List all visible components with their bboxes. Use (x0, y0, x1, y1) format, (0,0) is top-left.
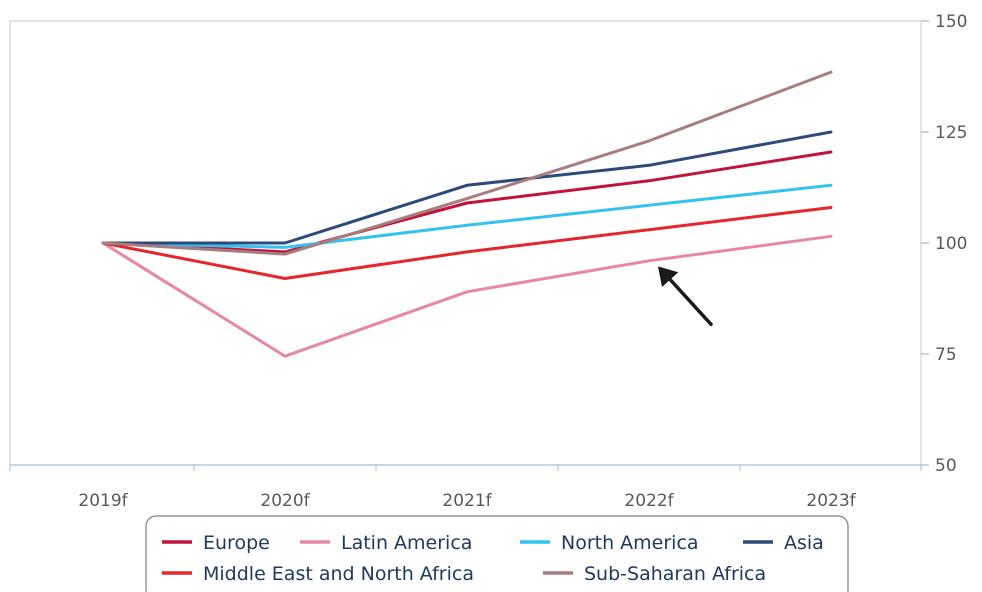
annotation-layer (658, 266, 713, 327)
series-line-north-america (101, 183, 833, 249)
x-tick-label: 2019f (78, 491, 128, 511)
y-tick-label: 125 (935, 123, 967, 143)
y-tick-label: 50 (935, 456, 957, 476)
x-tick-label: 2023f (806, 491, 856, 511)
legend-label: Asia (784, 532, 824, 554)
x-tick-label: 2022f (624, 491, 674, 511)
y-tick-label: 75 (935, 345, 957, 365)
y-tick-label: 150 (935, 12, 967, 32)
y-axis: 50 75 100 125 150 (921, 12, 967, 476)
y-tick-label: 100 (935, 234, 967, 254)
legend-label: North America (561, 532, 699, 554)
legend-label: Europe (203, 532, 270, 554)
annotation-arrow-head (658, 266, 679, 288)
legend-box (145, 515, 849, 592)
annotation-arrow-shaft (668, 277, 713, 327)
x-axis: 2019f 2020f 2021f 2022f 2023f (9, 464, 922, 511)
x-tick-label: 2020f (260, 491, 310, 511)
series-line-asia (101, 130, 833, 245)
legend-label: Middle East and North Africa (203, 563, 474, 585)
x-tick-label: 2021f (442, 491, 492, 511)
legend-label: Latin America (341, 532, 472, 554)
series-layer (101, 70, 833, 358)
series-line-middle-east-and-north-africa (101, 206, 833, 280)
series-line-sub-saharan-africa (101, 70, 833, 256)
legend: Europe Latin America North America Asia Midd… (145, 515, 849, 592)
legend-label: Sub-Saharan Africa (584, 563, 766, 585)
series-line-latin-america (101, 234, 833, 358)
